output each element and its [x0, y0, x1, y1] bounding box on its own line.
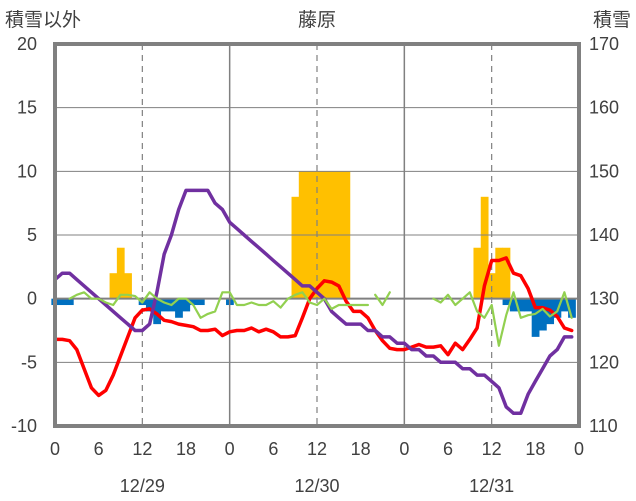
bar-1-6 [160, 298, 169, 312]
bar-1-22 [568, 298, 576, 318]
bar-0-3 [291, 196, 300, 299]
right-tick-label: 120 [589, 352, 619, 372]
left-tick-label: 15 [17, 98, 37, 118]
left-tick-label: 0 [27, 289, 37, 309]
bar-0-14 [495, 247, 504, 299]
bar-1-13 [502, 298, 511, 306]
x-tick-label: 6 [443, 439, 453, 459]
x-tick-label: 0 [225, 439, 235, 459]
bar-0-1 [116, 247, 125, 299]
x-tick-label: 0 [574, 439, 584, 459]
bar-1-8 [175, 298, 183, 318]
bar-0-11 [473, 247, 482, 299]
x-tick-label: 18 [525, 439, 545, 459]
bar-0-0 [109, 273, 118, 299]
bar-1-14 [509, 298, 518, 312]
bar-0-15 [502, 247, 511, 299]
date-label: 12/31 [469, 476, 514, 496]
x-tick-label: 12 [482, 439, 502, 459]
x-tick-label: 12 [307, 439, 327, 459]
left-tick-label: 5 [27, 225, 37, 245]
bar-1-10 [189, 298, 198, 306]
date-label: 12/29 [120, 476, 165, 496]
x-tick-label: 18 [351, 439, 371, 459]
line-layer [53, 188, 574, 416]
x-tick-label: 6 [94, 439, 104, 459]
x-tick-label: 12 [132, 439, 152, 459]
x-tick-label: 0 [50, 439, 60, 459]
bar-1-2 [65, 298, 74, 306]
series-line-4-seg-2 [432, 291, 573, 347]
left-axis-ticks: -10 -5 0 5 10 15 20 [11, 34, 37, 436]
right-axis-title: 積雪 [593, 9, 631, 31]
bar-1-1 [58, 298, 67, 306]
left-tick-label: 10 [17, 161, 37, 181]
bar-1-18 [538, 298, 547, 331]
series-line-3 [53, 188, 574, 416]
bar-1-17 [531, 298, 540, 337]
right-tick-label: 140 [589, 225, 619, 245]
left-axis-title: 積雪以外 [5, 9, 81, 31]
bar-1-15 [517, 298, 525, 312]
bar-1-4 [145, 298, 154, 312]
bar-0-13 [488, 273, 496, 299]
bar-1-16 [524, 298, 533, 312]
gridline-layer [55, 43, 579, 427]
series-line-2 [53, 256, 574, 398]
x-tick-label: 18 [176, 439, 196, 459]
right-tick-label: 110 [589, 416, 618, 436]
left-tick-label: 20 [17, 34, 37, 54]
bar-1-11 [196, 298, 205, 306]
right-tick-label: 150 [589, 161, 619, 181]
bar-0-12 [480, 196, 489, 299]
bar-0-2 [124, 273, 132, 299]
bar-1-9 [182, 298, 191, 312]
right-tick-label: 170 [589, 34, 619, 54]
date-label: 12/30 [294, 476, 339, 496]
bar-1-21 [560, 298, 569, 312]
date-labels: 12/29 12/30 12/31 [120, 476, 514, 496]
x-tick-label: 0 [399, 439, 409, 459]
right-tick-label: 130 [589, 289, 619, 309]
bar-layer [51, 171, 576, 337]
right-axis-ticks: 110 120 130 140 150 160 170 [589, 34, 619, 436]
chart-title: 藤原 [298, 9, 336, 31]
left-tick-label: -5 [21, 352, 37, 372]
bar-1-5 [153, 298, 162, 325]
x-tick-label: 6 [268, 439, 278, 459]
x-axis-ticks: 0 6 12 18 0 6 12 18 0 6 12 18 0 [50, 439, 584, 459]
plot-frame [53, 42, 581, 428]
series-line-4-seg-0 [68, 291, 369, 319]
left-tick-label: -10 [11, 416, 37, 436]
right-tick-label: 160 [589, 98, 619, 118]
series-line-4-seg-1 [374, 291, 391, 307]
